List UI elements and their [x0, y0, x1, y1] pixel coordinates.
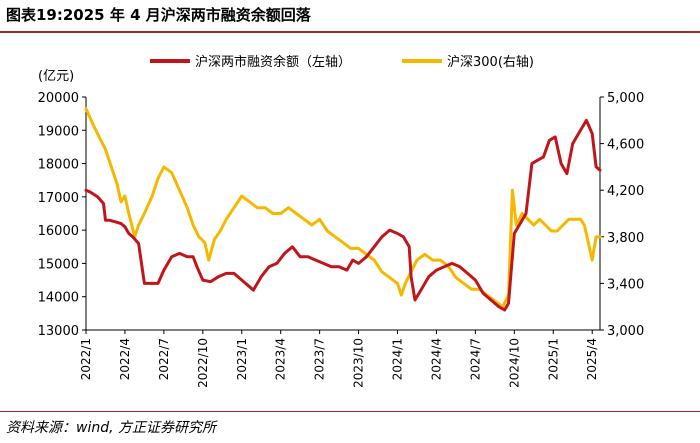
- source-note: 资料来源：wind, 方正证券研究所: [6, 420, 216, 436]
- chart: 沪深两市融资余额（左轴） 沪深300(右轴) (亿元) 13000 14000 15…: [38, 54, 645, 388]
- series-line-csi300: [84, 107, 602, 309]
- x-tick-label: 2025/1: [546, 338, 560, 380]
- y-left-tick-label: 18000: [38, 158, 79, 173]
- x-tick-label: 2024/1: [391, 338, 405, 380]
- y-left-tick-label: 20000: [38, 91, 79, 106]
- x-tick-label: 2024/10: [507, 338, 521, 388]
- axes: 13000 14000 15000 16000 17000 18000 19000 20000…: [38, 91, 645, 388]
- x-tick-label: 2023/1: [235, 338, 249, 380]
- x-tick-label: 2024/7: [468, 338, 482, 380]
- y-left-tick-label: 17000: [38, 191, 79, 206]
- source-divider: [0, 411, 700, 412]
- y-left-tick-label: 19000: [38, 124, 79, 139]
- y-right-tick-label: 4,200: [607, 184, 644, 199]
- x-tick-label: 2023/10: [352, 338, 366, 388]
- x-tick-label: 2025/4: [585, 338, 599, 380]
- x-tick-label: 2024/4: [429, 338, 443, 380]
- series-line-margin-balance: [84, 118, 602, 312]
- x-tick-label: 2023/7: [313, 338, 327, 380]
- y-left-tick-label: 13000: [38, 324, 79, 339]
- y-right-tick-label: 3,400: [607, 277, 644, 292]
- series-lines: [84, 107, 602, 312]
- x-tick-label: 2022/7: [157, 338, 171, 380]
- title-divider: [0, 31, 700, 33]
- y-left-tick-label: 15000: [38, 257, 79, 272]
- y-right-tick-label: 3,800: [607, 231, 644, 246]
- y-right-tick-label: 4,600: [607, 138, 644, 153]
- y-left-tick-label: 14000: [38, 291, 79, 306]
- x-tick-label: 2022/1: [79, 338, 93, 380]
- x-tick-label: 2022/10: [196, 338, 210, 388]
- y-right-tick-label: 5,000: [607, 91, 644, 106]
- legend: 沪深两市融资余额（左轴） 沪深300(右轴): [150, 54, 534, 70]
- page-title: 图表19:2025 年 4 月沪深两市融资余额回落: [6, 6, 311, 24]
- unit-label: (亿元): [38, 69, 74, 84]
- legend-label-csi: 沪深300(右轴): [447, 54, 534, 70]
- y-left-tick-label: 16000: [38, 224, 79, 239]
- x-tick-label: 2022/4: [118, 338, 132, 380]
- x-tick-label: 2023/4: [274, 338, 288, 380]
- legend-label-margin: 沪深两市融资余额（左轴）: [195, 54, 351, 70]
- y-right-tick-label: 3,000: [607, 324, 644, 339]
